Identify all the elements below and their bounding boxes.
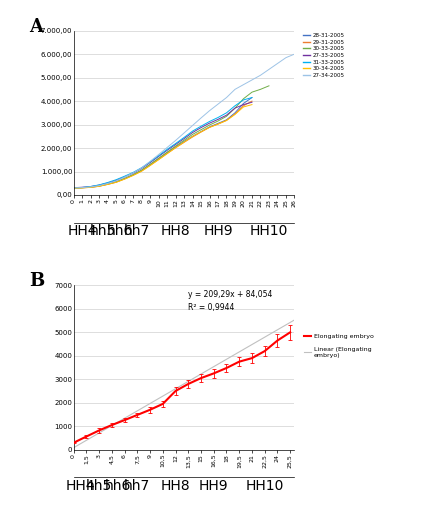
Text: y = 209,29x + 84,054: y = 209,29x + 84,054 [188,290,273,299]
Text: A: A [29,17,43,35]
Legend: 28-31-2005, 29-31-2005, 30-33-2005, 27-33-2005, 31-33-2005, 30-34-2005, 27-34-20: 28-31-2005, 29-31-2005, 30-33-2005, 27-3… [301,31,346,80]
Text: B: B [29,272,45,290]
Legend: Elongating embryo, Linear (Elongating
embryo): Elongating embryo, Linear (Elongating em… [301,331,376,360]
Text: R² = 0,9944: R² = 0,9944 [188,304,235,312]
